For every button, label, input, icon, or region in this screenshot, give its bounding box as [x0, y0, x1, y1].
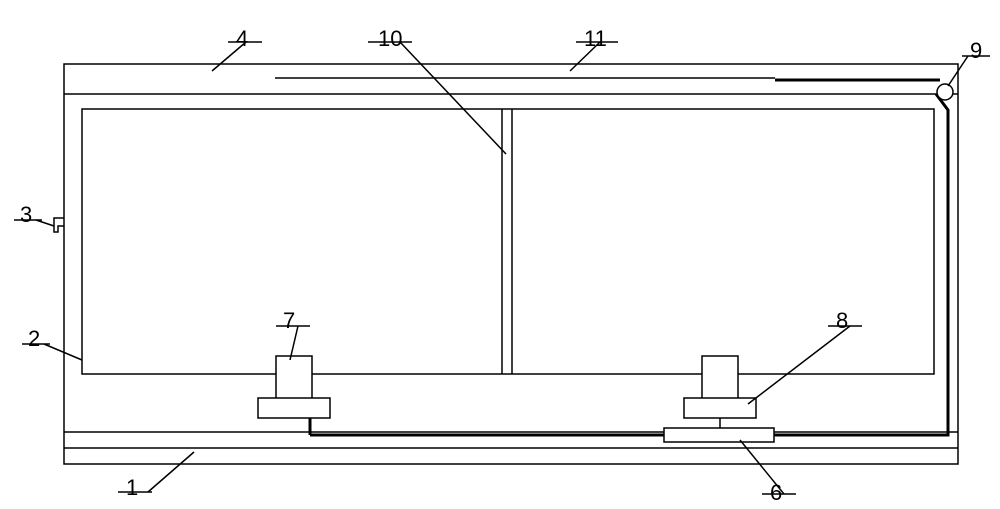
inner-frame — [82, 109, 934, 374]
leader-1 — [148, 452, 194, 492]
label-4: 4 — [236, 26, 248, 52]
leader-10 — [400, 42, 506, 154]
label-3: 3 — [20, 202, 32, 228]
base-right — [684, 398, 756, 418]
diagram-svg — [0, 0, 1000, 509]
outer-frame — [64, 64, 958, 464]
bottom-block — [664, 428, 774, 442]
base-left — [258, 398, 330, 418]
label-7: 7 — [283, 308, 295, 334]
label-11: 11 — [584, 26, 607, 52]
label-2: 2 — [28, 326, 40, 352]
small-block-right — [702, 356, 738, 400]
label-9: 9 — [970, 38, 982, 64]
label-10: 10 — [378, 26, 402, 52]
label-1: 1 — [126, 475, 138, 501]
small-block-left — [276, 356, 312, 400]
circle-9 — [937, 84, 953, 100]
heavy-path-right — [774, 94, 948, 435]
leader-3 — [36, 220, 54, 226]
handle — [54, 218, 64, 232]
leader-8 — [748, 326, 850, 404]
label-6: 6 — [770, 480, 782, 506]
leader-2 — [44, 344, 82, 360]
label-8: 8 — [836, 308, 848, 334]
technical-diagram: 1 2 3 4 6 7 8 9 10 11 — [0, 0, 1000, 509]
